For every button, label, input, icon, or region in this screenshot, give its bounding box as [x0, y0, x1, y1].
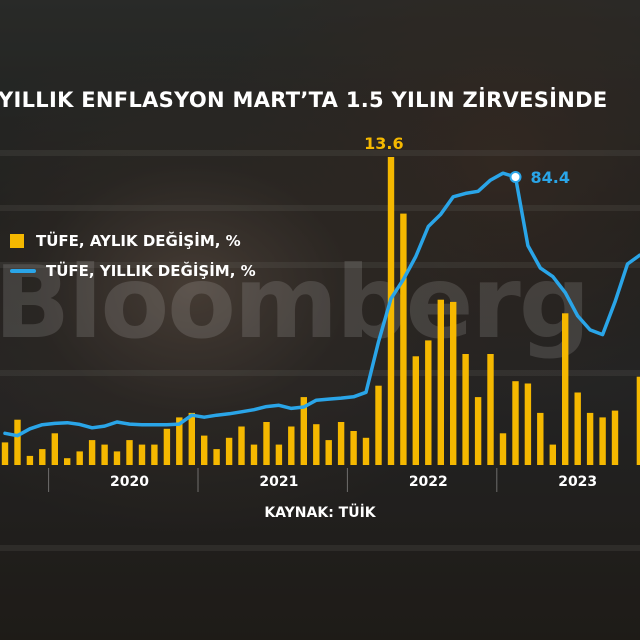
monthly-bar — [574, 392, 581, 465]
monthly-bar — [126, 440, 133, 465]
monthly-bar — [201, 435, 208, 465]
annual-peak-marker — [509, 171, 522, 183]
annual-line-layer — [3, 171, 640, 438]
monthly-bar — [325, 440, 332, 465]
shelf-line — [0, 150, 640, 156]
source-note: KAYNAK: TÜİK — [264, 505, 376, 521]
monthly-bar — [64, 458, 71, 465]
watermark-logo: Bloomberg — [0, 244, 590, 361]
monthly-bar — [462, 354, 469, 465]
monthly-bar — [524, 383, 532, 465]
monthly-bar — [275, 444, 283, 465]
bar-swatch-icon — [10, 234, 24, 248]
x-tick-label: 2022 — [409, 474, 448, 490]
monthly-bar — [163, 428, 171, 465]
monthly-bar — [238, 426, 245, 465]
monthly-bar — [562, 313, 569, 465]
monthly-bar — [350, 431, 357, 465]
monthly-bar — [412, 356, 419, 465]
shelf-line — [0, 370, 640, 376]
monthly-bar — [599, 417, 606, 465]
monthly-bars — [1, 157, 640, 465]
monthly-bar — [549, 444, 556, 465]
monthly-bar — [300, 397, 307, 465]
monthly-bar — [113, 451, 121, 465]
monthly-bar — [88, 440, 96, 465]
monthly-bar — [487, 354, 494, 465]
x-tick-label: 2020 — [110, 474, 149, 490]
monthly-bar — [499, 433, 507, 465]
monthly-peak-label: 13.6 — [364, 134, 403, 153]
legend-item-annual: TÜFE, YILLIK DEĞİŞİM, % — [10, 256, 256, 286]
monthly-bar — [337, 422, 345, 465]
x-axis: 2020 2021 2022 2023 — [48, 468, 597, 492]
monthly-bar — [288, 426, 295, 465]
shelf-line — [0, 205, 640, 211]
shelf-line — [0, 262, 640, 268]
x-tick-label: 2021 — [259, 474, 298, 490]
monthly-bar — [425, 340, 432, 465]
monthly-bar — [611, 410, 619, 465]
monthly-bar — [586, 412, 594, 465]
monthly-bar — [76, 451, 83, 465]
legend-label-annual: TÜFE, YILLIK DEĞİŞİM, % — [46, 262, 256, 280]
monthly-bar — [636, 376, 640, 465]
monthly-bar — [51, 433, 58, 465]
monthly-bar — [313, 424, 320, 465]
monthly-bar — [26, 455, 34, 465]
monthly-bar — [1, 442, 9, 465]
monthly-bar — [387, 157, 395, 465]
monthly-bar — [138, 444, 146, 465]
monthly-bar — [450, 301, 457, 465]
annotation-layer: 13.6 84.4 — [364, 134, 570, 187]
legend: TÜFE, AYLIK DEĞİŞİM, % TÜFE, YILLIK DEĞİ… — [10, 226, 256, 286]
annual-peak-label: 84.4 — [531, 168, 570, 187]
monthly-bar — [151, 444, 158, 465]
chart-title: YILLIK ENFLASYON MART’TA 1.5 YILIN ZİRVE… — [0, 88, 608, 112]
monthly-bar — [512, 381, 519, 465]
legend-item-monthly: TÜFE, AYLIK DEĞİŞİM, % — [10, 226, 256, 256]
legend-label-monthly: TÜFE, AYLIK DEĞİŞİM, % — [36, 232, 241, 250]
monthly-bar — [39, 449, 46, 465]
monthly-bar — [14, 419, 21, 465]
monthly-bar — [213, 449, 220, 465]
monthly-bar — [437, 299, 444, 465]
x-tick-label: 2023 — [558, 474, 597, 490]
monthly-bar — [263, 422, 270, 465]
monthly-bar — [188, 412, 195, 465]
monthly-bar — [225, 437, 233, 465]
monthly-bar — [101, 444, 108, 465]
monthly-bar — [250, 444, 258, 465]
monthly-bar — [537, 412, 544, 465]
monthly-bar — [176, 417, 183, 465]
shelf-line — [0, 545, 640, 551]
monthly-bar — [400, 213, 407, 465]
monthly-bar — [375, 385, 382, 465]
line-swatch-icon — [10, 269, 36, 273]
monthly-bar — [362, 437, 370, 465]
annual-inflation-line — [3, 171, 640, 438]
monthly-bar — [474, 397, 482, 465]
